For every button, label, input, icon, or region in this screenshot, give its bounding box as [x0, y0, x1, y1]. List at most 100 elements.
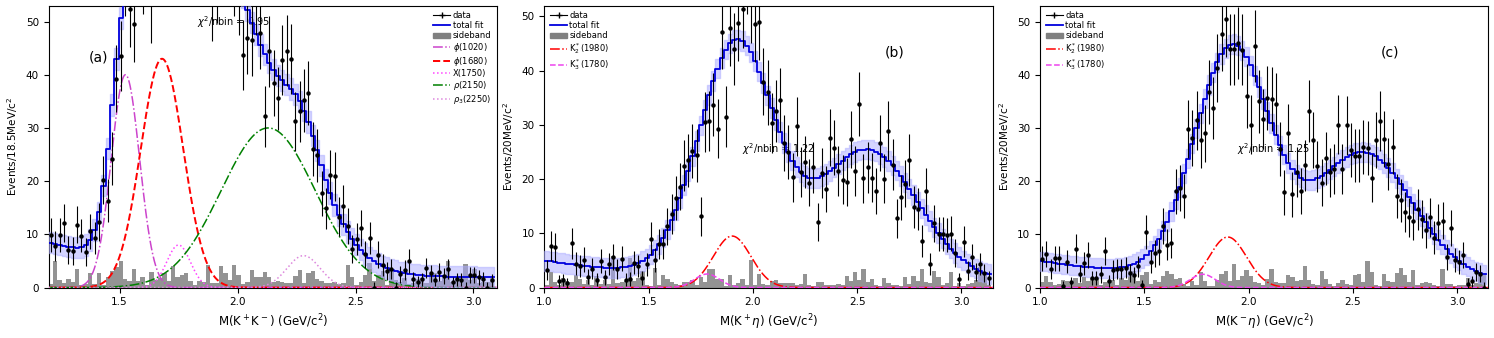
Legend: data, total fit, sideband, $\phi$(1020), $\phi$(1680), X(1750), $\rho$(2150), $\: data, total fit, sideband, $\phi$(1020),… [432, 10, 493, 108]
Bar [862, 269, 865, 288]
Bar [636, 278, 641, 288]
Bar [774, 280, 778, 288]
Bar [1070, 284, 1074, 288]
Text: (a): (a) [90, 51, 109, 65]
Bar [874, 285, 878, 288]
Bar [1386, 281, 1391, 288]
Bar [979, 267, 983, 288]
Bar [236, 275, 241, 288]
Bar [837, 284, 841, 288]
Bar [354, 285, 359, 288]
Bar [1119, 278, 1123, 288]
Bar [828, 285, 832, 288]
Bar [263, 272, 267, 288]
Bar [450, 282, 454, 288]
Bar [66, 279, 70, 288]
Bar [720, 280, 723, 288]
Bar [811, 286, 816, 288]
Bar [397, 282, 402, 288]
Bar [1340, 280, 1345, 288]
Bar [1253, 282, 1256, 288]
Bar [916, 281, 920, 288]
Bar [944, 283, 949, 288]
Bar [1436, 286, 1440, 288]
Bar [1186, 286, 1191, 288]
Bar [1240, 275, 1245, 288]
Bar [1074, 279, 1077, 288]
Bar [232, 265, 236, 288]
Bar [669, 282, 674, 288]
Bar [193, 285, 197, 288]
Bar [678, 285, 683, 288]
Bar [1245, 270, 1249, 288]
Bar [463, 264, 468, 288]
Bar [468, 280, 472, 288]
Bar [102, 285, 106, 288]
Bar [1361, 282, 1366, 288]
Bar [553, 282, 557, 288]
Bar [472, 269, 477, 288]
Bar [1224, 271, 1228, 288]
Bar [279, 282, 284, 288]
Bar [1170, 274, 1174, 288]
Text: (c): (c) [1380, 45, 1400, 59]
Bar [586, 280, 590, 288]
Bar [315, 279, 320, 288]
Bar [372, 281, 376, 288]
Bar [1212, 286, 1215, 288]
Bar [267, 277, 272, 288]
Bar [1040, 282, 1044, 288]
Bar [1132, 271, 1135, 288]
Bar [790, 283, 795, 288]
Bar [1454, 286, 1457, 288]
Bar [288, 283, 293, 288]
Bar [686, 282, 690, 288]
Bar [899, 286, 902, 288]
Bar [1115, 285, 1119, 288]
Bar [620, 283, 623, 288]
Bar [1061, 280, 1065, 288]
Bar [958, 283, 962, 288]
Bar [1457, 285, 1461, 288]
Bar [49, 284, 54, 288]
Bar [136, 281, 140, 288]
Bar [799, 284, 802, 288]
Bar [699, 277, 702, 288]
Bar [1286, 274, 1291, 288]
Bar [765, 285, 769, 288]
Bar [140, 277, 145, 288]
Bar [1277, 283, 1282, 288]
Bar [429, 274, 433, 288]
Bar [490, 278, 495, 288]
Bar [93, 285, 97, 288]
Bar [565, 281, 569, 288]
Bar [97, 273, 102, 288]
Bar [1156, 283, 1161, 288]
Bar [1165, 271, 1170, 288]
Bar [202, 282, 206, 288]
Bar [757, 274, 762, 288]
Bar [748, 260, 753, 288]
Bar [1153, 281, 1156, 288]
Bar [486, 282, 490, 288]
Bar [184, 273, 188, 288]
Bar [123, 280, 127, 288]
Bar [1249, 276, 1253, 288]
Bar [644, 285, 648, 288]
Bar [363, 275, 368, 288]
Bar [723, 286, 728, 288]
Bar [1482, 273, 1487, 288]
Bar [1312, 284, 1315, 288]
Bar [170, 266, 175, 288]
Bar [599, 284, 602, 288]
Bar [1478, 272, 1482, 288]
Bar [241, 284, 245, 288]
Bar [844, 275, 849, 288]
Bar [477, 283, 481, 288]
Bar [224, 273, 227, 288]
Bar [1270, 269, 1274, 288]
Bar [1475, 283, 1478, 288]
Bar [1294, 281, 1298, 288]
Bar [1282, 283, 1286, 288]
Bar [690, 280, 695, 288]
